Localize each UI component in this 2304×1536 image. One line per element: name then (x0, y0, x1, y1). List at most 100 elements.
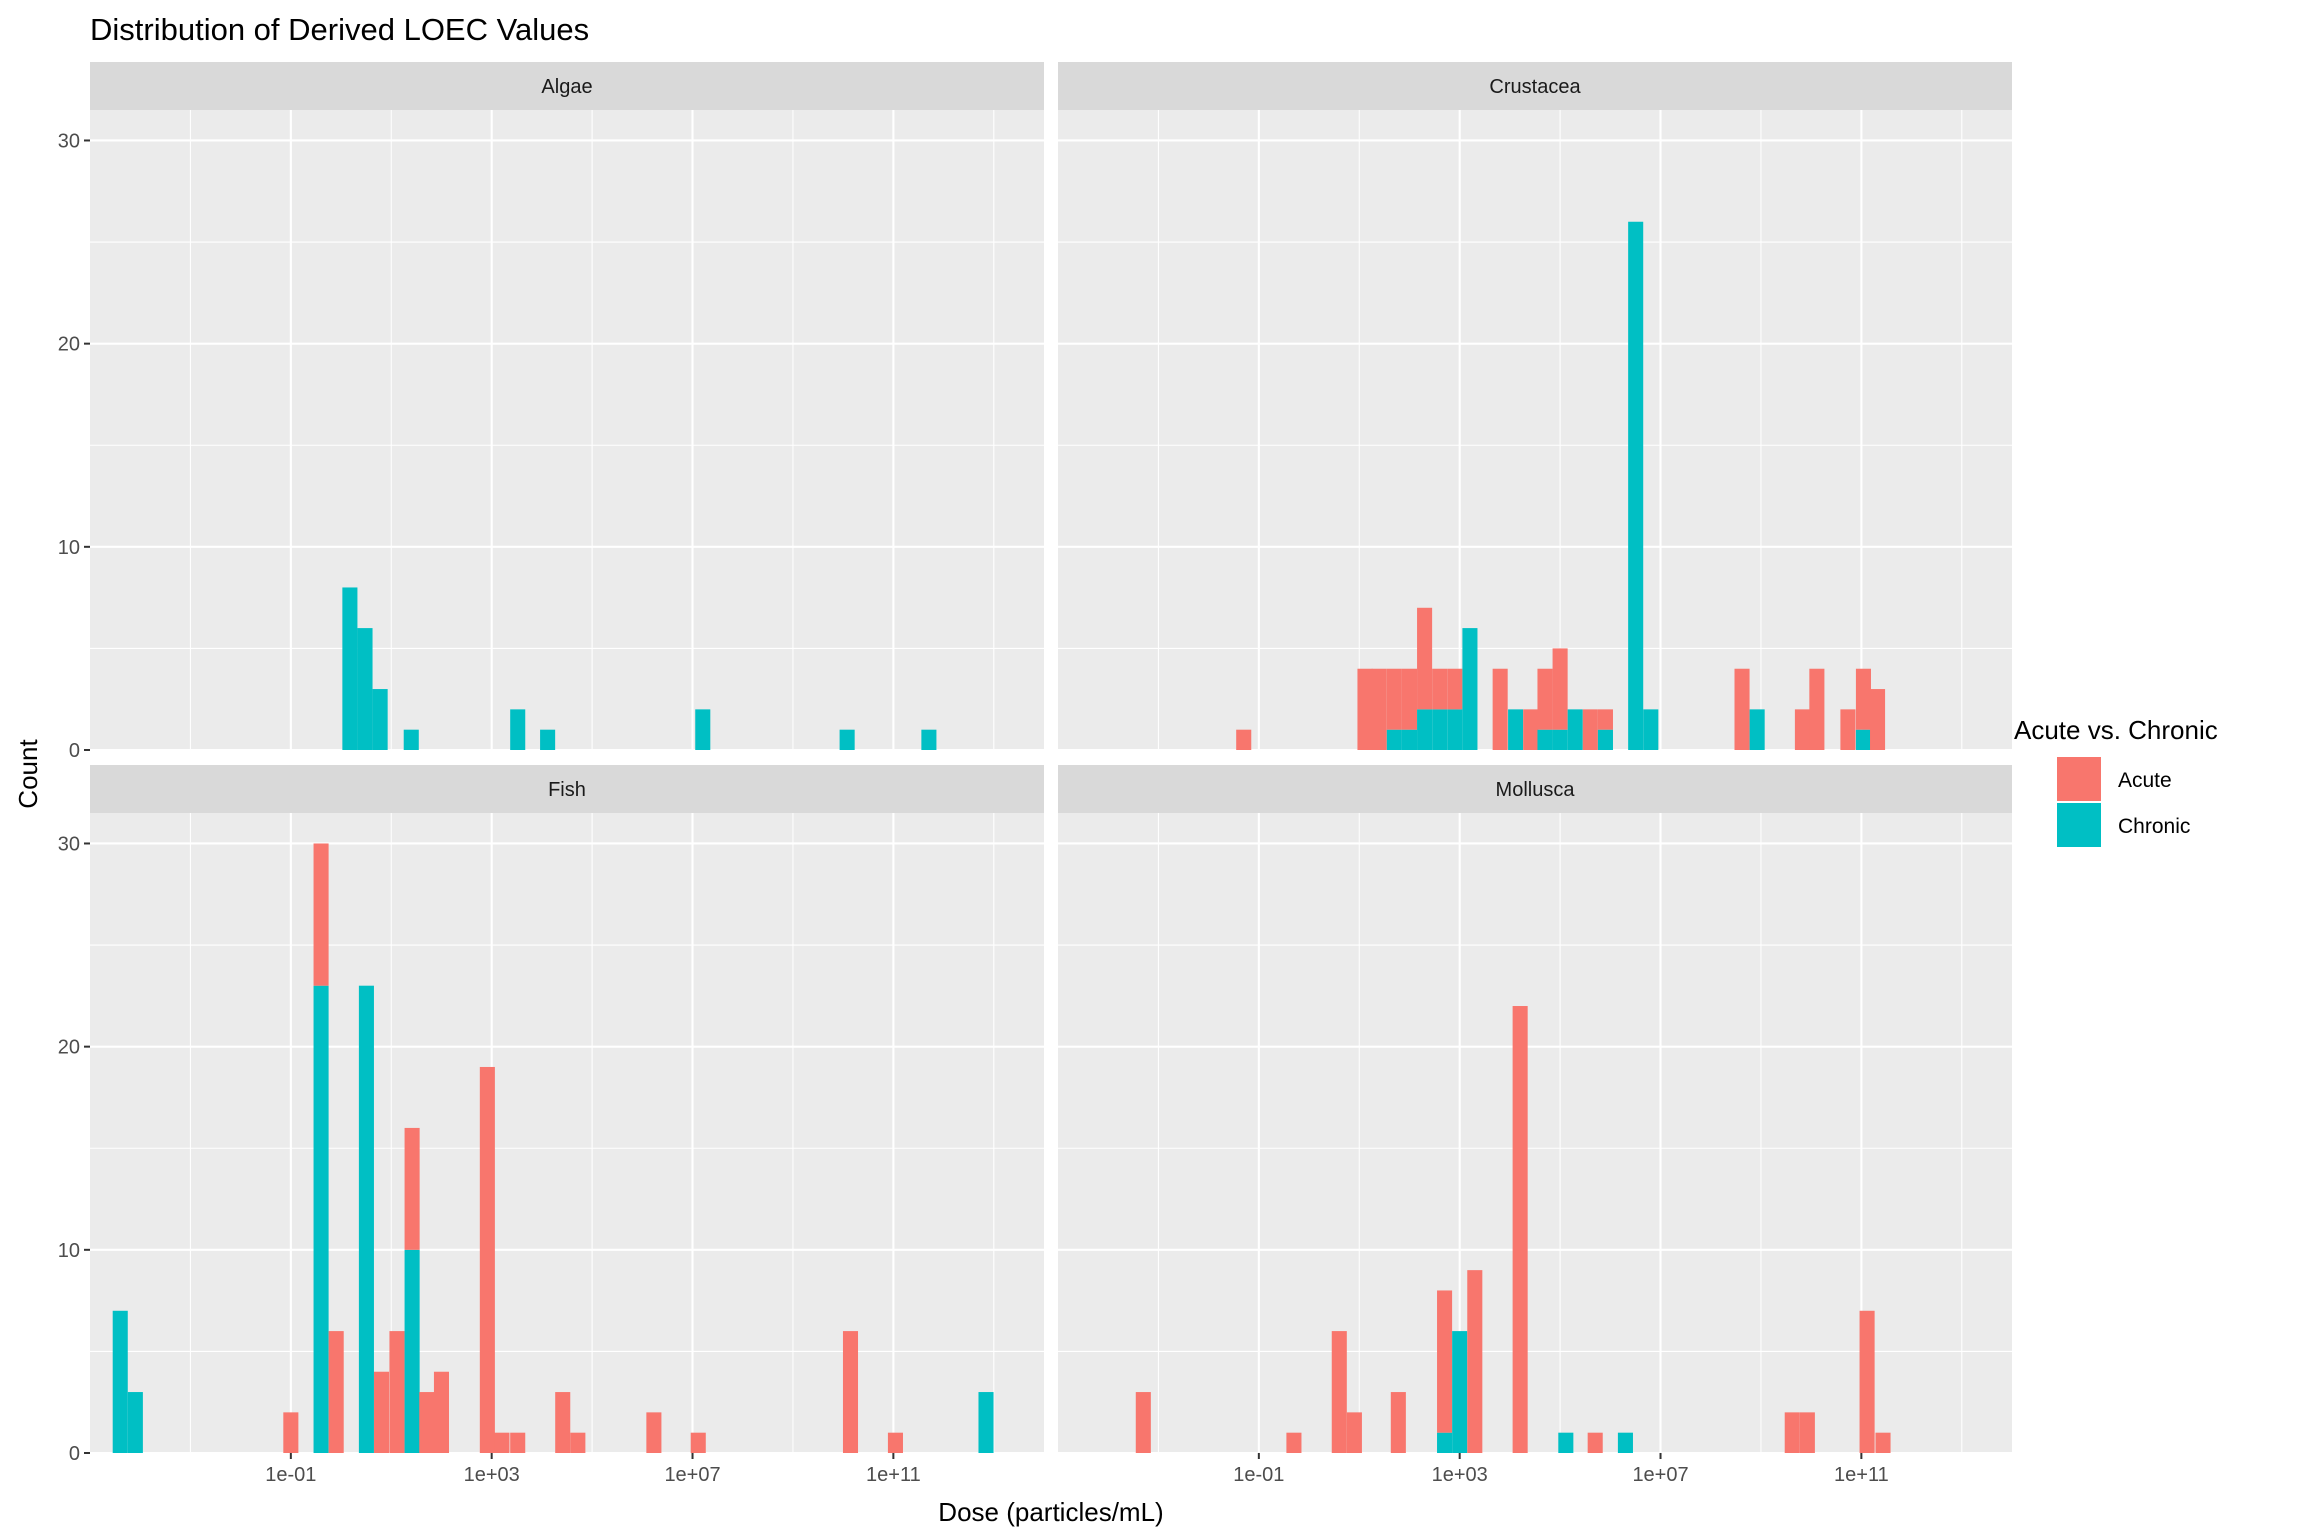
bar-chronic (112, 1310, 128, 1453)
bar-acute (494, 1432, 510, 1453)
bar-acute (1390, 1392, 1406, 1453)
bar-acute (389, 1331, 405, 1453)
bar-acute (1331, 1331, 1347, 1453)
facet-strip (1058, 62, 2012, 110)
y-axis-title: Count (13, 739, 43, 809)
legend-title: Acute vs. Chronic (2014, 715, 2218, 745)
bar-chronic (695, 709, 711, 750)
bar-acute (1597, 709, 1613, 730)
bar-acute (328, 1331, 344, 1453)
bar-acute (842, 1331, 859, 1453)
bar-acute (1447, 668, 1463, 710)
legend-key-chronic (2057, 803, 2101, 847)
bar-chronic (1452, 1331, 1468, 1453)
bar-acute (1371, 668, 1387, 750)
bar-acute (1286, 1432, 1302, 1453)
bar-chronic (403, 729, 419, 750)
bar-acute (1794, 709, 1810, 750)
facet-strip-label: Crustacea (1489, 76, 1581, 98)
bar-acute (1840, 709, 1856, 750)
bar-chronic (1628, 221, 1644, 750)
panel-background (1058, 813, 2012, 1453)
bar-acute (404, 1127, 420, 1250)
bar-acute (1523, 709, 1539, 750)
bar-chronic (127, 1392, 143, 1453)
x-tick-label: 1e+03 (464, 1464, 520, 1486)
panel-background (90, 110, 1044, 750)
x-tick-label: 1e+07 (1632, 1464, 1688, 1486)
x-tick-label: 1e-01 (265, 1464, 316, 1486)
bar-acute (1734, 668, 1750, 750)
bar-chronic (1558, 1432, 1574, 1453)
y-tick-label: 0 (69, 740, 80, 762)
bar-acute (1135, 1392, 1151, 1453)
bar-acute (1784, 1412, 1800, 1453)
bar-chronic (1447, 709, 1463, 750)
bar-chronic (921, 729, 937, 750)
x-tick-label: 1e+11 (866, 1464, 921, 1486)
x-tick-label: 1e+03 (1432, 1464, 1488, 1486)
bar-acute (1432, 668, 1448, 710)
facet-panel-mollusca: Mollusca 1e-01 1e+03 1e+07 1e+11 (1058, 765, 2012, 1486)
bar-chronic (358, 985, 374, 1453)
bar-chronic (372, 689, 388, 750)
bar-acute (646, 1412, 662, 1453)
x-axis-title: Dose (particles/mL) (938, 1497, 1163, 1527)
bar-acute (1809, 668, 1825, 750)
bar-chronic (1462, 628, 1478, 750)
bar-chronic (1643, 709, 1659, 750)
bar-acute (1855, 668, 1871, 730)
bar-chronic (1508, 709, 1524, 750)
bar-chronic (510, 709, 526, 750)
facet-strip (90, 765, 1044, 813)
bar-acute (570, 1432, 586, 1453)
bar-acute (887, 1432, 903, 1453)
x-tick-label: 1e-01 (1233, 1464, 1284, 1486)
bar-acute (510, 1432, 526, 1453)
bar-acute (283, 1412, 299, 1453)
bar-chronic (1597, 729, 1613, 750)
panel-background (1058, 110, 2012, 750)
y-tick-label: 30 (58, 130, 80, 152)
bar-acute (1437, 1290, 1453, 1433)
y-tick-label: 10 (58, 537, 80, 559)
bar-acute (1346, 1412, 1362, 1453)
bar-acute (1799, 1412, 1815, 1453)
y-tick-label: 20 (58, 334, 80, 356)
bar-acute (1582, 709, 1598, 750)
bar-chronic (1417, 709, 1433, 750)
bar-chronic (540, 729, 556, 750)
bar-acute (1587, 1432, 1603, 1453)
bar-acute (555, 1392, 571, 1453)
facet-strip (1058, 765, 2012, 813)
bar-acute (1417, 607, 1433, 710)
bar-chronic (1437, 1432, 1453, 1453)
legend: Acute vs. Chronic Acute Chronic (2014, 715, 2218, 847)
bar-chronic (1537, 729, 1553, 750)
x-tick-label: 1e+07 (664, 1464, 720, 1486)
bar-acute (313, 843, 329, 986)
bar-acute (433, 1371, 450, 1453)
facet-panel-algae: Algae 0 10 20 30 (58, 62, 1044, 762)
bar-acute (1870, 689, 1886, 750)
panel-background (90, 813, 1044, 1453)
bar-chronic (1552, 729, 1568, 750)
bar-acute (373, 1371, 390, 1453)
bar-acute (1492, 668, 1508, 750)
facet-strip-label: Mollusca (1496, 779, 1576, 801)
y-tick-label: 10 (58, 1240, 80, 1262)
bar-acute (1875, 1432, 1891, 1453)
facet-strip (90, 62, 1044, 110)
bar-acute (1467, 1270, 1483, 1453)
bar-chronic (1617, 1432, 1633, 1453)
bar-acute (1357, 668, 1373, 750)
bar-acute (1386, 668, 1402, 730)
bar-chronic (404, 1249, 420, 1453)
facet-strip-label: Fish (548, 779, 586, 801)
chart-title: Distribution of Derived LOEC Values (90, 12, 589, 47)
x-tick-label: 1e+11 (1834, 1464, 1889, 1486)
y-tick-label: 0 (69, 1443, 80, 1465)
legend-key-acute (2057, 757, 2101, 801)
bar-chronic (1567, 709, 1583, 750)
